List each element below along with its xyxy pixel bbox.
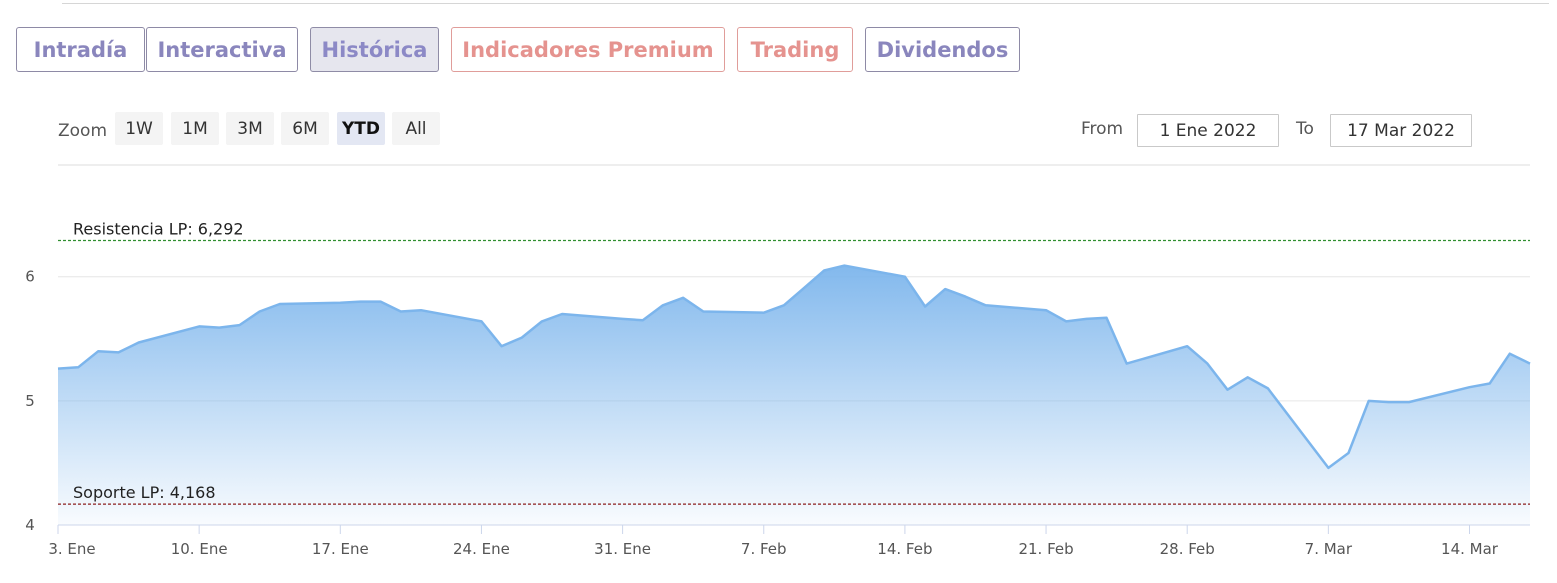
- y-tick-label: 6: [25, 268, 35, 286]
- support-label: Soporte LP: 4,168: [73, 483, 216, 502]
- to-label: To: [1296, 119, 1314, 139]
- plot-lines: Resistencia LP: 6,292 Soporte LP: 4,168: [58, 219, 1530, 505]
- y-axis-labels: 4 5 6: [25, 268, 35, 534]
- y-tick-label: 4: [25, 516, 35, 534]
- zoom-6m-button[interactable]: 6M: [281, 112, 329, 145]
- x-tick-label: 17. Ene: [312, 540, 369, 558]
- zoom-3m-button[interactable]: 3M: [226, 112, 274, 145]
- tab-interactiva[interactable]: Interactiva: [146, 27, 298, 72]
- price-chart: 4 5 6 Resistencia LP: 6,292 Soporte LP: 4,1…: [25, 164, 1531, 558]
- zoom-1w-button[interactable]: 1W: [115, 112, 163, 145]
- series-line: [57, 264, 1531, 470]
- x-tick-label: 21. Feb: [1018, 540, 1073, 558]
- y-tick-label: 5: [25, 392, 35, 410]
- range-selector: Zoom 1W 1M 3M 6M YTD All From 1 Ene 2022…: [0, 110, 1557, 150]
- top-divider: [62, 3, 1549, 4]
- x-tick-label: 14. Mar: [1441, 540, 1499, 558]
- x-tick-label: 24. Ene: [453, 540, 510, 558]
- x-tick-label: 10. Ene: [171, 540, 228, 558]
- x-tick-label: 31. Ene: [594, 540, 651, 558]
- series-layer: [57, 264, 1531, 525]
- from-label: From: [1081, 119, 1124, 139]
- zoom-ytd-button[interactable]: YTD: [337, 112, 385, 145]
- series-area: [58, 265, 1530, 525]
- x-tick-label: 7. Mar: [1305, 540, 1353, 558]
- tab-intradia[interactable]: Intradía: [16, 27, 145, 72]
- tab-historica[interactable]: Histórica: [310, 27, 439, 72]
- zoom-all-button[interactable]: All: [392, 112, 440, 145]
- resistance-label: Resistencia LP: 6,292: [73, 219, 244, 238]
- tab-indicadores-premium[interactable]: Indicadores Premium: [451, 27, 725, 72]
- x-tick-label: 14. Feb: [877, 540, 932, 558]
- to-date-input[interactable]: 17 Mar 2022: [1330, 114, 1472, 147]
- x-tick-label: 28. Feb: [1160, 540, 1215, 558]
- from-date-input[interactable]: 1 Ene 2022: [1137, 114, 1279, 147]
- zoom-label: Zoom: [58, 121, 108, 141]
- x-tick-label: 7. Feb: [741, 540, 787, 558]
- tab-trading[interactable]: Trading: [737, 27, 853, 72]
- zoom-1m-button[interactable]: 1M: [171, 112, 219, 145]
- x-tick-label: 3. Ene: [48, 540, 95, 558]
- x-axis-ticks: 3. Ene 10. Ene 17. Ene 24. Ene 31. Ene 7. Feb…: [48, 525, 1499, 558]
- tab-dividendos[interactable]: Dividendos: [865, 27, 1020, 72]
